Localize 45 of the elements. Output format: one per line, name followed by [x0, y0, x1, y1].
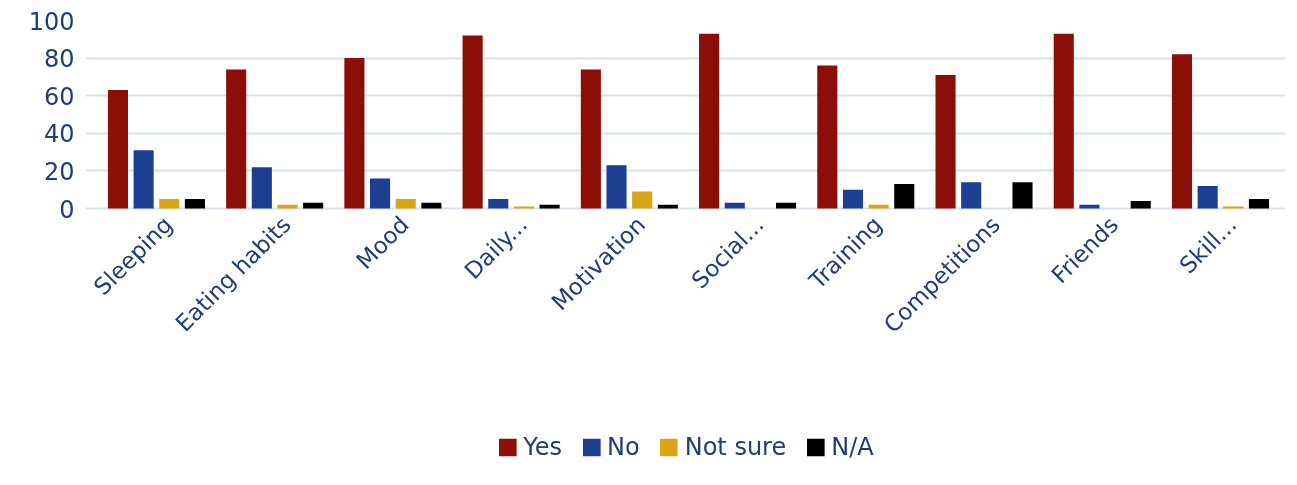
bar	[277, 204, 298, 209]
bar	[817, 65, 838, 209]
bar	[421, 202, 442, 209]
bar	[724, 202, 745, 209]
bar	[133, 150, 154, 209]
y-tick-label: 100	[28, 7, 75, 36]
y-tick-label: 20	[43, 157, 75, 186]
y-tick-label: 40	[43, 120, 75, 149]
legend-label: Not sure	[684, 433, 787, 461]
bar	[606, 165, 627, 209]
bar	[842, 189, 864, 209]
legend-label: Yes	[523, 433, 563, 461]
bar	[632, 191, 653, 209]
bar	[488, 199, 509, 209]
bar	[344, 58, 365, 209]
legend-label: N/A	[831, 433, 874, 461]
bar	[539, 204, 560, 209]
bar	[226, 69, 247, 209]
bar	[1197, 185, 1218, 209]
bar	[303, 202, 324, 209]
bar	[370, 178, 391, 209]
y-tick-label: 60	[43, 82, 75, 111]
bar	[1130, 200, 1151, 209]
bar	[868, 204, 889, 209]
y-tick-label: 80	[43, 45, 75, 74]
bar	[699, 33, 720, 209]
bar	[1012, 182, 1033, 209]
bar	[1248, 199, 1270, 209]
bar	[462, 35, 483, 209]
bar	[657, 204, 678, 209]
legend-label: No	[607, 433, 640, 461]
bar	[159, 199, 180, 209]
bar	[1053, 33, 1074, 209]
bar	[1079, 204, 1100, 209]
bar	[961, 182, 982, 209]
bar	[894, 184, 915, 209]
bar	[776, 202, 797, 209]
bar	[251, 167, 272, 209]
y-tick-label: 0	[59, 195, 75, 224]
bar	[395, 199, 416, 209]
bar	[107, 90, 128, 209]
bar	[1171, 54, 1193, 209]
bar	[935, 75, 956, 209]
bar	[580, 69, 601, 209]
bar	[184, 199, 205, 209]
